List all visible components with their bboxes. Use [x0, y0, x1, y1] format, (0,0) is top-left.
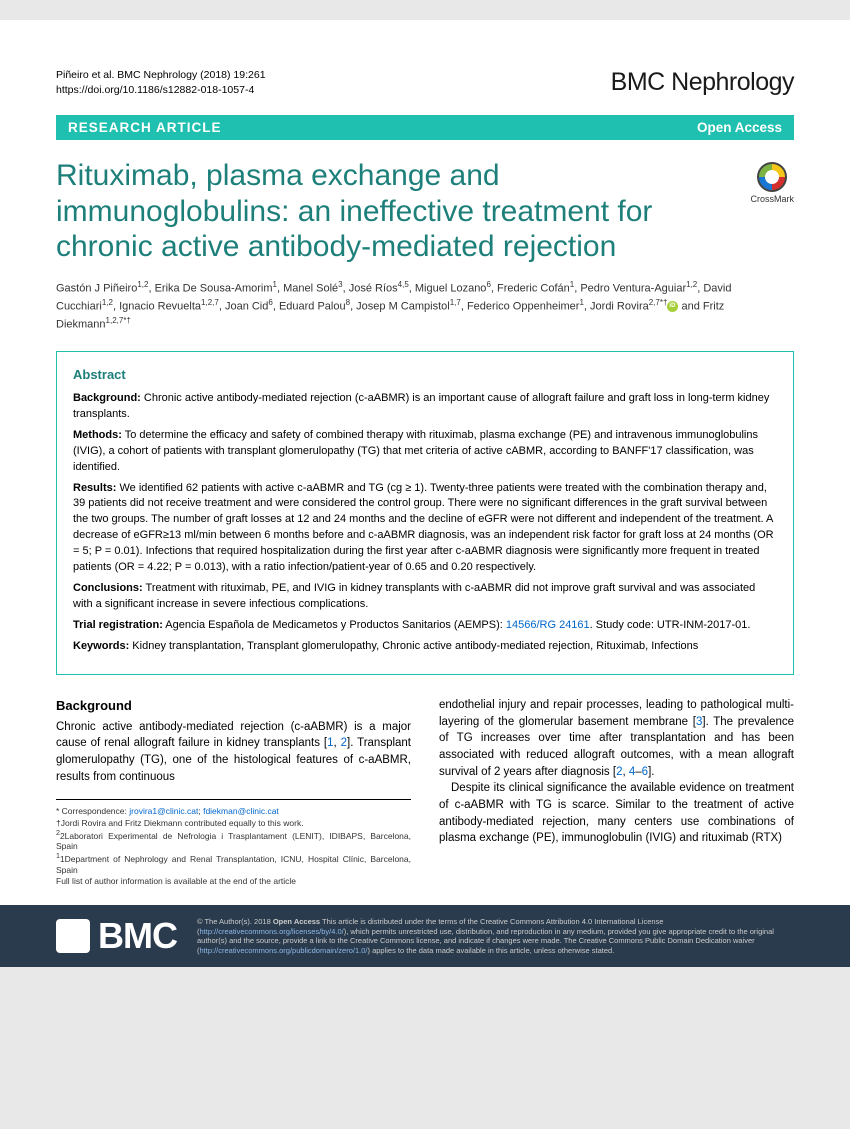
bmc-logo: BMC	[56, 915, 177, 957]
header-row: Piñeiro et al. BMC Nephrology (2018) 19:…	[56, 68, 794, 97]
full-affiliations-note: Full list of author information is avail…	[56, 876, 411, 887]
article-title: Rituximab, plasma exchange and immunoglo…	[56, 158, 750, 264]
article-type-label: RESEARCH ARTICLE	[68, 120, 222, 135]
section-heading-background: Background	[56, 697, 411, 716]
abstract-results: Results: We identified 62 patients with …	[73, 481, 777, 577]
footnotes: * Correspondence: jrovira1@clinic.cat; f…	[56, 799, 411, 887]
cc-license-link[interactable]: http://creativecommons.org/licenses/by/4…	[199, 927, 343, 936]
affiliation-1: 11Department of Nephrology and Renal Tra…	[56, 852, 411, 876]
body-paragraph: Chronic active antibody-mediated rejecti…	[56, 719, 411, 786]
column-left: Background Chronic active antibody-media…	[56, 697, 411, 888]
title-row: Rituximab, plasma exchange and immunoglo…	[56, 158, 794, 264]
page: Piñeiro et al. BMC Nephrology (2018) 19:…	[0, 20, 850, 967]
crossmark-badge[interactable]: CrossMark	[750, 162, 794, 204]
license-text: © The Author(s). 2018 Open Access This a…	[197, 917, 794, 956]
citation-block: Piñeiro et al. BMC Nephrology (2018) 19:…	[56, 68, 266, 97]
article-type-banner: RESEARCH ARTICLE Open Access	[56, 115, 794, 140]
open-access-label: Open Access	[697, 120, 782, 135]
contribution-note: †Jordi Rovira and Fritz Diekmann contrib…	[56, 818, 411, 829]
column-right: endothelial injury and repair processes,…	[439, 697, 794, 888]
abstract-box: Abstract Background: Chronic active anti…	[56, 351, 794, 675]
email-link[interactable]: fdiekman@clinic.cat	[203, 806, 279, 816]
citation-line: Piñeiro et al. BMC Nephrology (2018) 19:…	[56, 68, 266, 83]
journal-name: BMC Nephrology	[611, 68, 794, 97]
affiliation-2: 22Laboratori Experimental de Nefrologia …	[56, 829, 411, 853]
abstract-background: Background: Chronic active antibody-medi…	[73, 391, 777, 423]
body-paragraph: Despite its clinical significance the av…	[439, 780, 794, 847]
abstract-heading: Abstract	[73, 366, 777, 385]
abstract-trial: Trial registration: Agencia Española de …	[73, 618, 777, 634]
email-link[interactable]: jrovira1@clinic.cat	[129, 806, 198, 816]
footer-bar: BMC © The Author(s). 2018 Open Access Th…	[0, 905, 850, 967]
body-columns: Background Chronic active antibody-media…	[56, 697, 794, 888]
abstract-methods: Methods: To determine the efficacy and s…	[73, 428, 777, 476]
correspondence-line: * Correspondence: jrovira1@clinic.cat; f…	[56, 806, 411, 817]
body-paragraph: endothelial injury and repair processes,…	[439, 697, 794, 780]
cc0-link[interactable]: http://creativecommons.org/publicdomain/…	[199, 946, 367, 955]
doi-link[interactable]: https://doi.org/10.1186/s12882-018-1057-…	[56, 83, 266, 98]
abstract-conclusions: Conclusions: Treatment with rituximab, P…	[73, 581, 777, 613]
crossmark-icon	[757, 162, 787, 192]
crossmark-label: CrossMark	[750, 194, 794, 204]
trial-registration-link[interactable]: 14566/RG 24161	[506, 619, 590, 631]
abstract-keywords: Keywords: Kidney transplantation, Transp…	[73, 639, 777, 655]
authors-list: Gastón J Piñeiro1,2, Erika De Sousa-Amor…	[56, 279, 794, 333]
